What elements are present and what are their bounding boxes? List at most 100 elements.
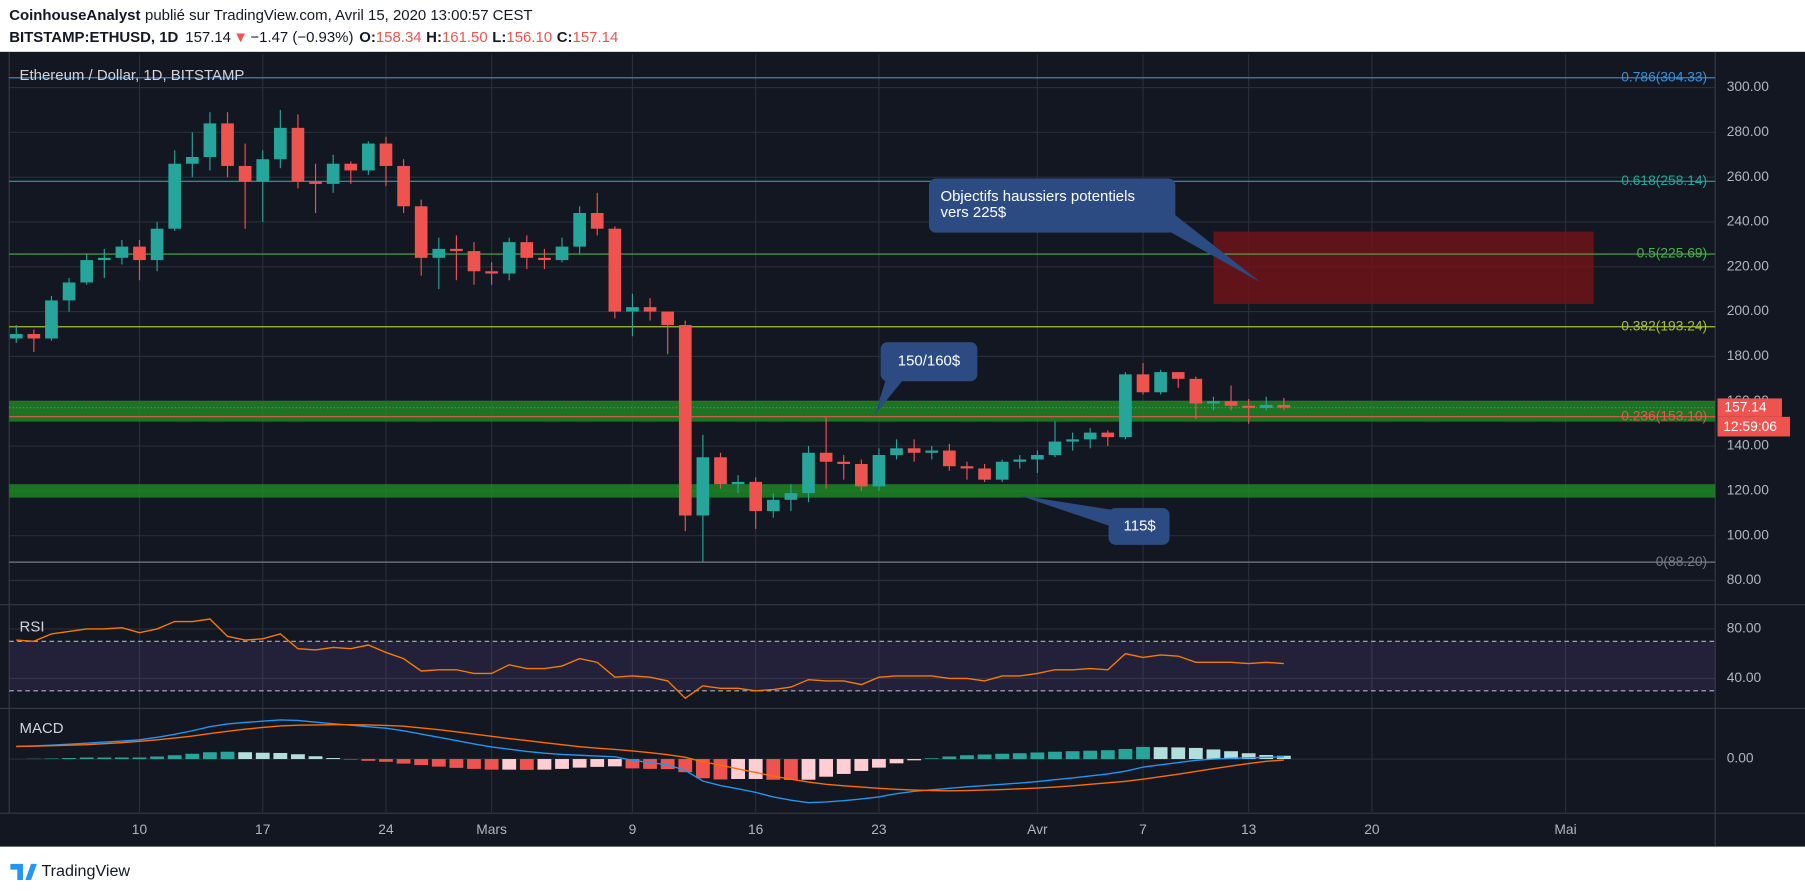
y-tick-label: 40.00 xyxy=(1727,669,1762,685)
x-tick-label: 7 xyxy=(1139,821,1147,837)
countdown-label: 12:59:06 xyxy=(1723,418,1777,434)
callout-text: Objectifs haussiers potentiels xyxy=(940,188,1134,205)
candle-body xyxy=(291,127,305,182)
histogram-bar xyxy=(572,759,587,768)
callout-box xyxy=(1108,507,1170,545)
candle-body xyxy=(995,461,1009,480)
histogram-bar xyxy=(1012,753,1027,760)
histogram-bar xyxy=(273,752,288,760)
candle-body xyxy=(925,450,939,453)
histogram-bar xyxy=(150,756,165,760)
author: CoinhouseAnalyst xyxy=(9,7,140,24)
callout-text: vers 225$ xyxy=(940,204,1006,221)
header-line-2: BITSTAMP:ETHUSD, 1D 157.14 ▼ −1.47 (−0.93%)… xyxy=(9,29,618,46)
candle-body xyxy=(837,461,851,464)
candle-body xyxy=(397,165,410,207)
candle-body xyxy=(1189,378,1203,404)
histogram-bar xyxy=(1048,751,1062,760)
candle-body xyxy=(555,246,569,261)
callout-pointer xyxy=(1156,214,1261,283)
last-price: 157.14 xyxy=(185,29,231,46)
histogram-bar xyxy=(291,754,305,760)
x-tick-label: 13 xyxy=(1241,821,1257,837)
histogram-bar xyxy=(607,759,622,767)
fib-label: 0.618(258.14) xyxy=(1621,172,1707,188)
x-tick-label: 17 xyxy=(255,821,270,837)
candle-body xyxy=(1048,441,1062,456)
histogram-bar xyxy=(836,759,851,774)
candle-body xyxy=(115,246,129,258)
histogram-bar xyxy=(361,759,376,761)
x-tick-label: Avr xyxy=(1027,821,1048,837)
candle-body xyxy=(133,246,146,261)
histogram-bar xyxy=(519,759,534,770)
histogram-bar xyxy=(924,758,939,760)
rsi-title: RSI xyxy=(20,619,45,636)
histogram-bar xyxy=(396,759,411,764)
candle-body xyxy=(520,242,534,258)
ohlc-value: 157.14 xyxy=(573,29,619,46)
x-tick-label: 16 xyxy=(748,821,764,837)
x-tick-label: 20 xyxy=(1364,821,1380,837)
histogram-bar xyxy=(1171,747,1186,760)
histogram-bar xyxy=(995,753,1010,760)
histogram-bar xyxy=(449,759,464,768)
candle-body xyxy=(1101,432,1115,438)
y-tick-label: 100.00 xyxy=(1727,526,1770,542)
histogram-bar xyxy=(467,759,481,769)
rsi-band xyxy=(9,641,1716,691)
y-tick-label: 240.00 xyxy=(1727,213,1770,229)
histogram-bar xyxy=(555,759,569,769)
candle-body xyxy=(854,463,868,487)
candle-body xyxy=(168,163,182,229)
candle-body xyxy=(1242,405,1255,408)
histogram-bar xyxy=(326,758,341,760)
rsi-line xyxy=(16,618,1284,700)
callout-box xyxy=(880,342,978,382)
histogram-bar xyxy=(132,757,147,760)
candle-body xyxy=(62,282,76,301)
histogram-bar xyxy=(907,759,922,761)
fib-label: 0.5(225.69) xyxy=(1637,245,1708,261)
zone xyxy=(9,484,1716,498)
candle-body xyxy=(960,466,974,469)
fib-label: 0.382(193.24) xyxy=(1621,317,1707,333)
candle-body xyxy=(379,143,393,166)
histogram-bar xyxy=(1065,751,1080,760)
candle-body xyxy=(766,499,780,512)
fib-label: 0(88.20) xyxy=(1656,553,1707,569)
logo-shape xyxy=(25,863,37,881)
candle-body xyxy=(97,257,111,261)
candle-body xyxy=(432,248,446,258)
histogram-bar xyxy=(1100,750,1115,760)
histogram-bar xyxy=(1206,749,1221,760)
x-tick-label: Mars xyxy=(476,821,507,837)
histogram-bar xyxy=(1136,746,1150,760)
histogram-bar xyxy=(748,759,763,779)
candle-body xyxy=(731,481,745,485)
ohlc-value: 158.34 xyxy=(376,29,422,46)
histogram-bar xyxy=(1188,747,1203,760)
histogram-bar xyxy=(255,752,270,760)
candle-body xyxy=(538,257,551,261)
histogram-bar xyxy=(114,757,129,760)
brand-logo xyxy=(10,863,37,881)
histogram-bar xyxy=(801,759,816,780)
histogram-bar xyxy=(1118,748,1133,760)
overlay: Objectifs haussiers potentiels vers 225$… xyxy=(874,178,1261,545)
candle-body xyxy=(802,452,815,494)
candle-body xyxy=(1013,459,1027,462)
candle-body xyxy=(9,334,23,339)
histogram-bar xyxy=(1153,747,1168,760)
histogram-bar xyxy=(185,753,200,760)
candle-body xyxy=(749,481,763,512)
x-tick-label: 23 xyxy=(871,821,887,837)
histogram-bar xyxy=(97,757,112,760)
candle-body xyxy=(414,206,428,258)
candle-body xyxy=(1083,432,1097,440)
ohlc-key: L: xyxy=(492,29,506,46)
histogram-bar xyxy=(766,759,781,780)
histogram-bar xyxy=(203,752,217,760)
